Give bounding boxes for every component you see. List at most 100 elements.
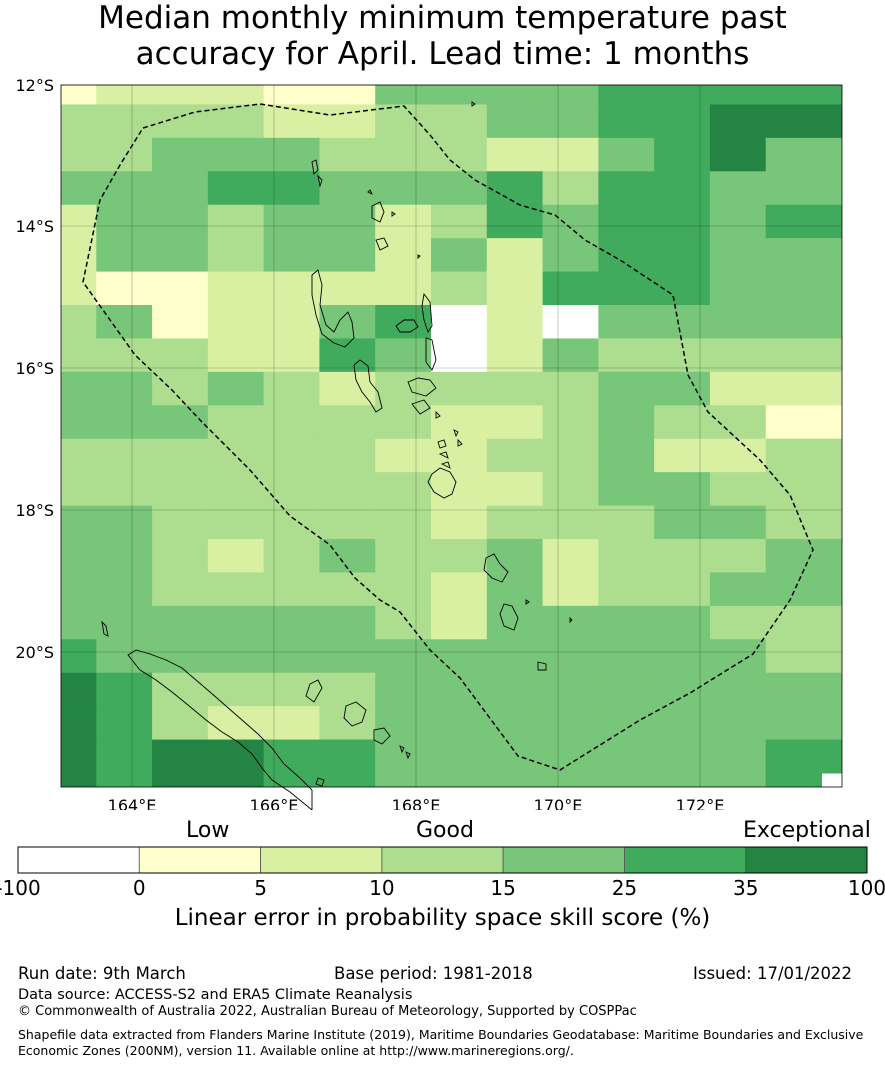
grid-cell bbox=[598, 539, 655, 573]
grid-cell bbox=[654, 639, 711, 674]
grid-cell bbox=[542, 672, 599, 707]
grid-cell bbox=[542, 271, 599, 306]
grid-cell bbox=[765, 238, 822, 273]
grid-cell bbox=[207, 171, 265, 206]
grid-cell bbox=[486, 472, 544, 507]
grid-cell bbox=[542, 371, 599, 406]
grid-cell bbox=[319, 438, 376, 473]
grid-cell bbox=[654, 739, 711, 774]
grid-cell bbox=[598, 271, 655, 306]
grid-cell bbox=[375, 171, 432, 206]
grid-cell bbox=[96, 271, 153, 306]
grid-cell bbox=[319, 773, 376, 787]
grid-cell bbox=[263, 438, 320, 473]
grid-cell bbox=[96, 539, 153, 573]
grid-cell bbox=[207, 706, 265, 741]
grid-cell bbox=[821, 271, 842, 306]
grid-cell bbox=[486, 271, 544, 306]
grid-cell bbox=[61, 472, 97, 507]
island-ambrym bbox=[407, 377, 437, 397]
grid-cell bbox=[375, 371, 432, 406]
grid-cell bbox=[821, 305, 842, 339]
grid-cell bbox=[709, 472, 767, 507]
copyright: © Commonwealth of Australia 2022, Austra… bbox=[18, 1004, 637, 1019]
grid-cell bbox=[61, 171, 97, 206]
grid-cell bbox=[263, 137, 320, 172]
grid-cell bbox=[709, 204, 767, 239]
grid-cell bbox=[709, 739, 767, 774]
grid-cell bbox=[821, 137, 842, 172]
grid-cell bbox=[542, 171, 599, 206]
grid-cell bbox=[821, 572, 842, 607]
grid-cell bbox=[654, 405, 711, 440]
grid-cell bbox=[96, 639, 153, 674]
island-tanna bbox=[499, 603, 519, 631]
grid-cell bbox=[542, 338, 599, 373]
grid-cell bbox=[486, 238, 544, 273]
grid-cell bbox=[654, 773, 711, 787]
grid-cell bbox=[431, 371, 488, 406]
grid-cell bbox=[431, 739, 488, 774]
grid-cell bbox=[96, 305, 153, 339]
grid-cell bbox=[319, 605, 376, 640]
colorbar-box bbox=[260, 846, 383, 874]
grid-cell bbox=[263, 271, 320, 306]
grid-cell bbox=[207, 338, 265, 373]
grid-cell bbox=[821, 472, 842, 507]
grid-cell bbox=[152, 137, 209, 172]
colorbar-box bbox=[502, 846, 625, 874]
grid-cell bbox=[96, 572, 153, 607]
grid-cell bbox=[207, 539, 265, 573]
grid-cell bbox=[542, 605, 599, 640]
grid-cell bbox=[263, 505, 320, 540]
grid-cell bbox=[598, 85, 655, 105]
grid-cell bbox=[654, 572, 711, 607]
grid-cell bbox=[598, 238, 655, 273]
grid-cell bbox=[709, 572, 767, 607]
grid-cell bbox=[654, 371, 711, 406]
legend-category-low: Low bbox=[186, 818, 230, 843]
grid-cell bbox=[486, 639, 544, 674]
grid-cell bbox=[821, 739, 842, 774]
grid-cell bbox=[152, 773, 209, 787]
grid-cell bbox=[821, 639, 842, 674]
grid-cell bbox=[431, 271, 488, 306]
grid-cell bbox=[319, 104, 376, 139]
grid-cell bbox=[431, 338, 488, 373]
colorbar-tick-label: 15 bbox=[490, 876, 515, 900]
grid-cell bbox=[152, 605, 209, 640]
land-outlines bbox=[101, 101, 573, 810]
grid-cell bbox=[598, 371, 655, 406]
grid-cell bbox=[542, 639, 599, 674]
grid-cell bbox=[542, 137, 599, 172]
grid-cell bbox=[486, 104, 544, 139]
longitude-labels: 164°E 166°E 168°E 170°E 172°E bbox=[108, 796, 725, 810]
grid-cell bbox=[96, 104, 153, 139]
island-efate bbox=[427, 467, 457, 499]
grid-cell bbox=[709, 605, 767, 640]
grid-cell bbox=[598, 405, 655, 440]
island-epi bbox=[411, 399, 431, 415]
colorbar-tick-label: 100 bbox=[848, 876, 885, 900]
grid-cell bbox=[319, 171, 376, 206]
grid-cell bbox=[263, 104, 320, 139]
grid-cell bbox=[263, 739, 320, 774]
grid-cell bbox=[542, 572, 599, 607]
grid-cell bbox=[431, 773, 488, 787]
grid-cell bbox=[486, 672, 544, 707]
grid-cell bbox=[654, 171, 711, 206]
grid-cell bbox=[96, 773, 153, 787]
grid-cell bbox=[263, 171, 320, 206]
grid-cell bbox=[61, 104, 97, 139]
grid-cell bbox=[486, 305, 544, 339]
grid-cell bbox=[96, 472, 153, 507]
grid-cell bbox=[319, 371, 376, 406]
grid-cell bbox=[61, 305, 97, 339]
grid-cell bbox=[61, 137, 97, 172]
grid-cell bbox=[709, 706, 767, 741]
grid-cell bbox=[542, 238, 599, 273]
grid-cell bbox=[61, 572, 97, 607]
colorbar: -100 0 5 10 15 25 35 100 bbox=[0, 846, 885, 900]
grid-cell bbox=[486, 371, 544, 406]
grid-cell bbox=[207, 238, 265, 273]
